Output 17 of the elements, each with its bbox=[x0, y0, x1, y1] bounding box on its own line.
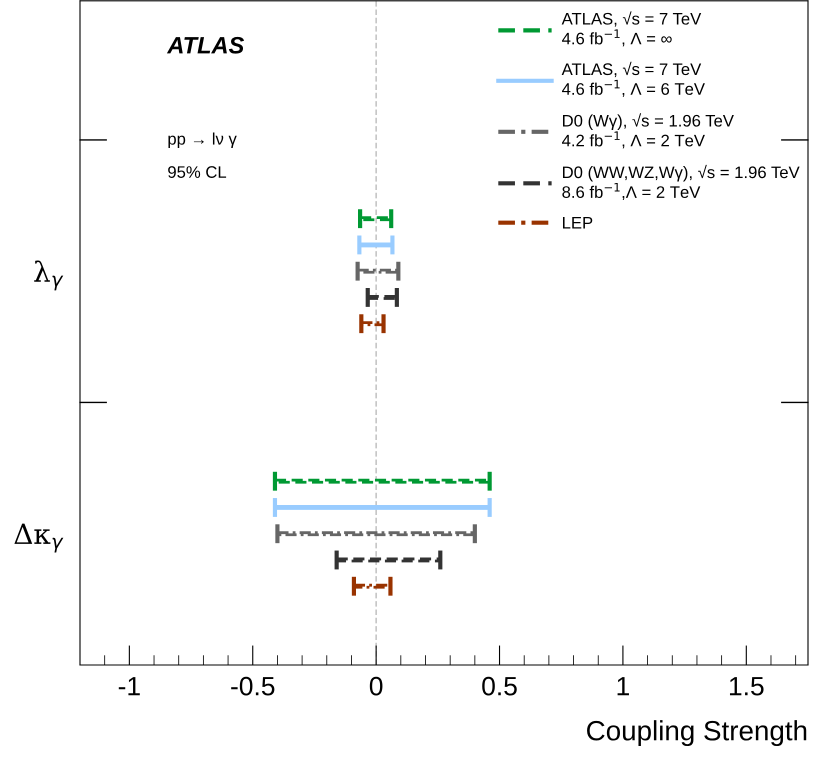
y-tick-label: Δκ$_{γ}$ bbox=[14, 524, 64, 552]
x-axis-title: Coupling Strength bbox=[587, 720, 806, 746]
legend-label: LEP bbox=[562, 217, 592, 228]
x-tick-label: 1.5 bbox=[730, 677, 764, 696]
legend-label: D0 (Wγ), √s = 1.96 TeV 4.2 fb$^{−1}$, Λ = 2 TeV bbox=[562, 113, 734, 148]
x-tick-label: 0 bbox=[370, 676, 382, 696]
x-tick-label: 1 bbox=[618, 677, 629, 696]
annotation: ATLAS bbox=[166, 36, 244, 54]
annotation: 95% CL bbox=[168, 166, 226, 178]
legend-label: ATLAS, √s = 7 TeV 4.6 fb$^{−1}$, Λ = 6 TeV bbox=[562, 62, 705, 97]
x-tick-label: -0.5 bbox=[231, 676, 274, 696]
y-tick-label: λ$_{γ}$ bbox=[34, 260, 64, 290]
x-tick-label: -1 bbox=[118, 677, 140, 696]
legend-label: ATLAS, √s = 7 TeV 4.6 fb$^{−1}$, Λ = ∞ bbox=[562, 11, 702, 46]
legend-label: D0 (WW,WZ,Wγ), √s = 1.96 TeV 8.6 fb$^{−1}$,Λ = 2 TeV bbox=[562, 164, 800, 200]
annotation: pp → lν γ bbox=[168, 132, 237, 148]
x-tick-label: 0.5 bbox=[482, 676, 517, 696]
